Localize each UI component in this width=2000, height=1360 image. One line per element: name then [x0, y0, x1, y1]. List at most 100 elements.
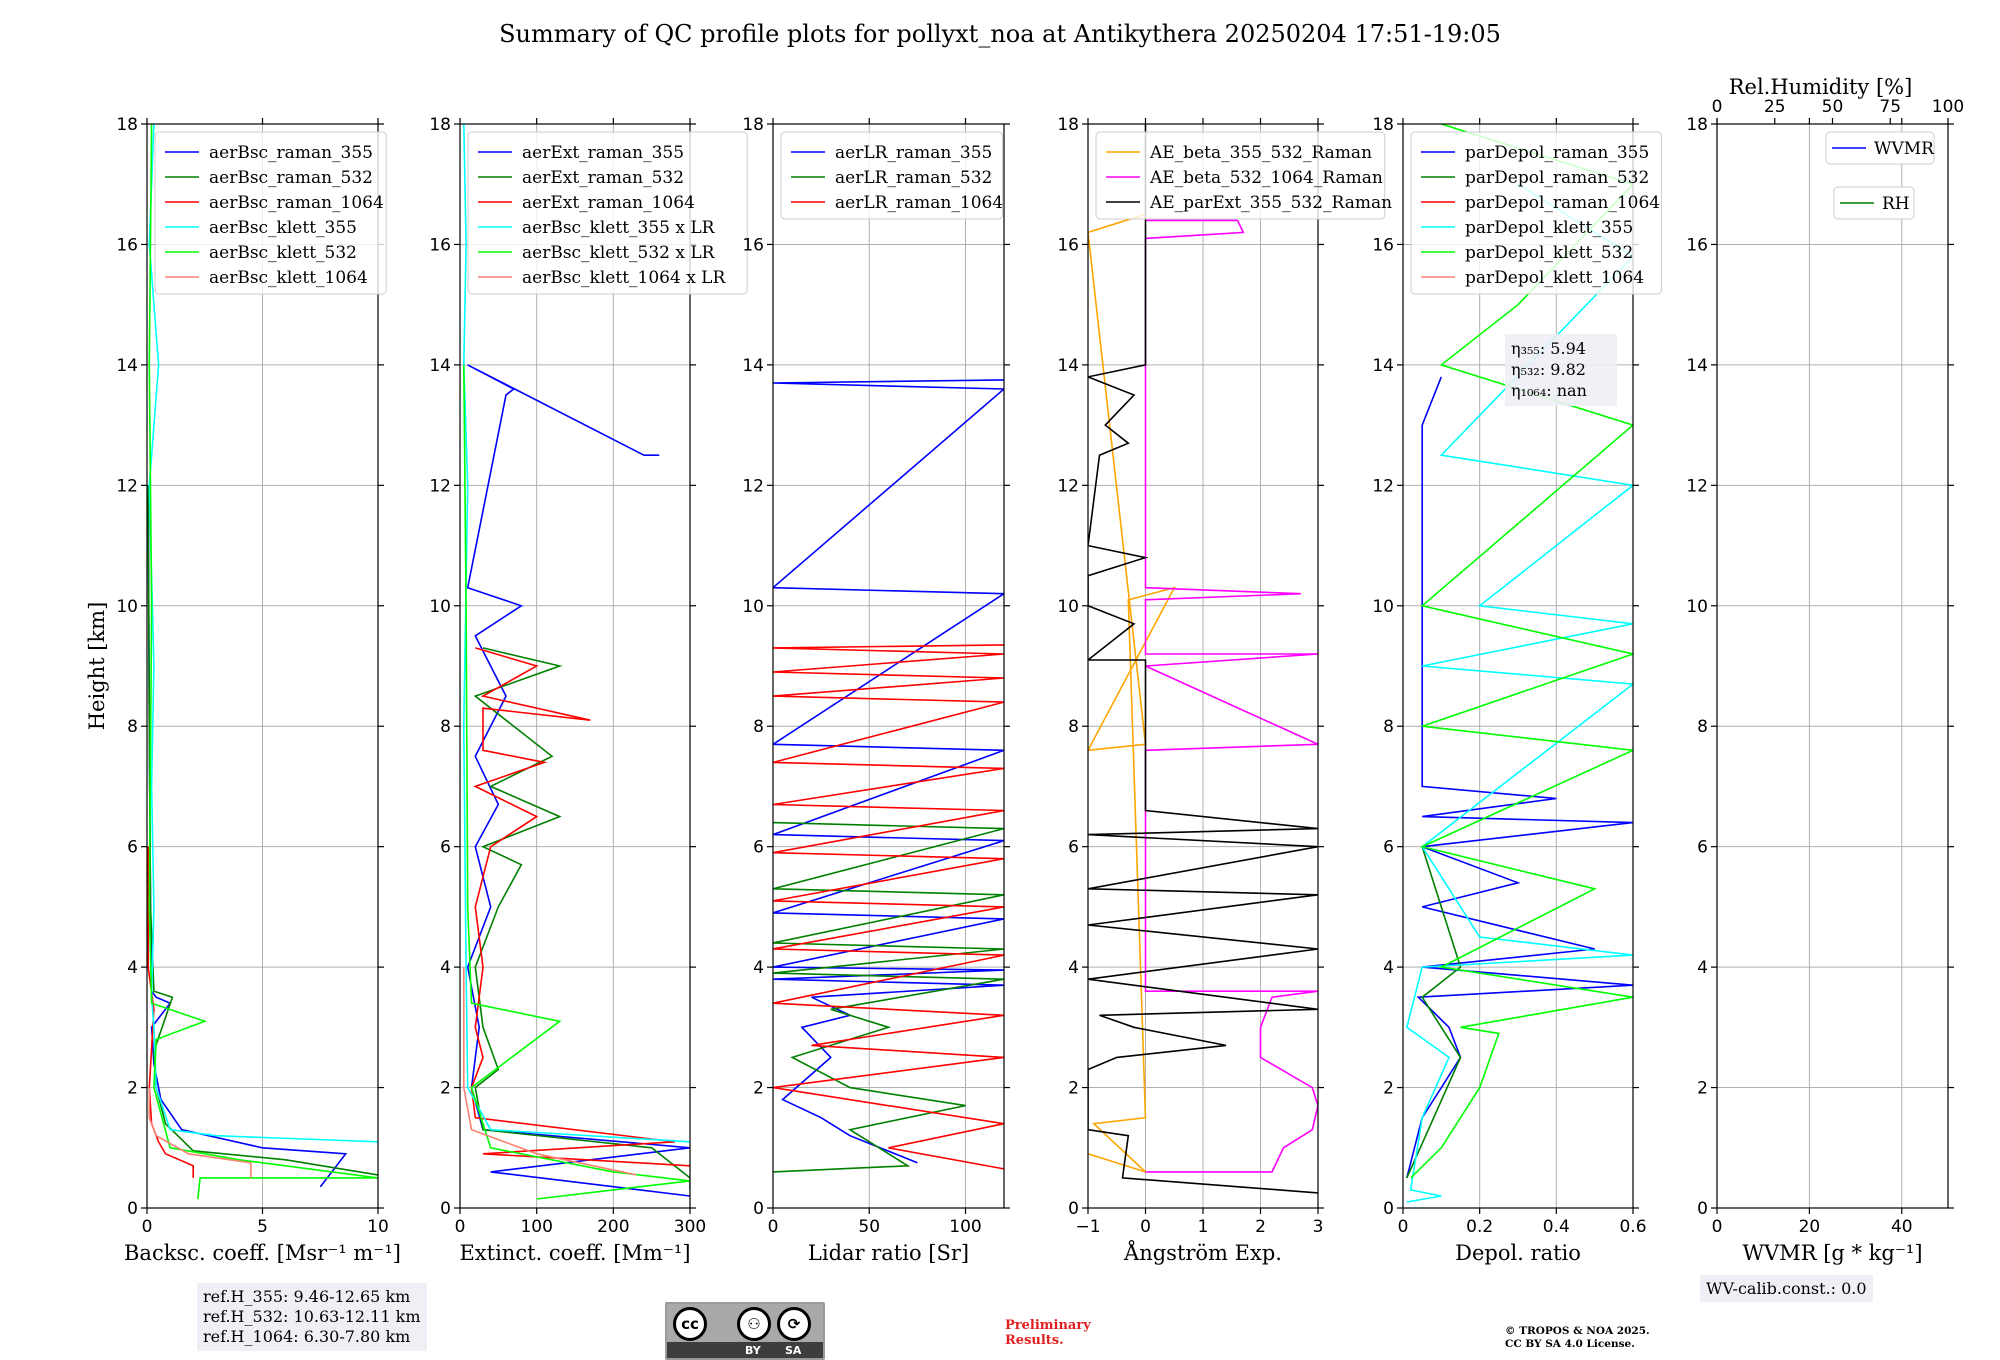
x-tick-label: 0	[1712, 1217, 1723, 1237]
y-tick-label: 14	[1057, 356, 1079, 376]
cc-sa-label: SA	[785, 1344, 802, 1357]
x-axis-label: Extinct. coeff. [Mm⁻¹]	[459, 1241, 690, 1265]
y-tick-label: 2	[753, 1079, 764, 1099]
legend-label: aerBsc_klett_355 x LR	[522, 218, 716, 238]
y-tick-label: 10	[1372, 597, 1394, 617]
legend-label: parDepol_raman_355	[1465, 143, 1649, 163]
series-line-aerBsc_klett_532	[148, 124, 378, 1200]
y-tick-label: 0	[127, 1199, 138, 1219]
series-line-aerExt_raman_532	[473, 647, 690, 1190]
series-line-aerLR_raman_1064	[773, 644, 1004, 1170]
x2-tick-label: 0	[1712, 97, 1723, 117]
y-tick-label: 4	[440, 958, 451, 978]
x-tick-label: 300	[674, 1217, 706, 1237]
legend-box	[1095, 131, 1386, 220]
series-line-parDepol_klett_355	[1405, 183, 1633, 1203]
preliminary-line-1: Preliminary	[1005, 1318, 1091, 1333]
legend-RH: RH	[1833, 186, 1915, 220]
annotation-bg	[1505, 334, 1617, 406]
series-line-aerBsc_raman_355	[147, 485, 348, 1188]
y-tick-label: 18	[1686, 115, 1708, 135]
y-tick-label: 16	[1686, 235, 1708, 255]
y-tick-label: 10	[1686, 597, 1708, 617]
legend-label: parDepol_klett_1064	[1465, 268, 1644, 288]
y-tick-label: 10	[742, 597, 764, 617]
y-tick-label: 12	[429, 476, 451, 496]
y-tick-label: 2	[440, 1079, 451, 1099]
y-tick-label: 2	[127, 1079, 138, 1099]
legend-box	[467, 131, 748, 295]
x-tick-label: 40	[1891, 1217, 1913, 1237]
y-tick-label: 4	[127, 958, 138, 978]
x2-tick-label: 50	[1822, 97, 1844, 117]
y-tick-label: 8	[127, 717, 138, 737]
chart-panel-2: 0 100 200 300 0 2 4 6 8 10 12 14 16 18 Extinct. coeff.…	[429, 115, 748, 1265]
y-tick-label: 14	[116, 356, 138, 376]
legend: aerBsc_raman_355 aerBsc_raman_532 aerBsc_r…	[154, 131, 387, 295]
y-tick-label: 12	[1372, 476, 1394, 496]
legend-box	[1410, 131, 1662, 295]
legend-label: parDepol_klett_532	[1465, 243, 1633, 263]
x-tick-label: 100	[520, 1217, 552, 1237]
x-tick-label: 0	[1140, 1217, 1151, 1237]
y-tick-label: 4	[1383, 958, 1394, 978]
copyright-line-2: CC BY SA 4.0 License.	[1505, 1338, 1635, 1350]
y-tick-label: 6	[1068, 838, 1079, 858]
y-tick-label: 14	[1372, 356, 1394, 376]
chart-panel-6: 0 20 40 0 2 4 6 8 10 12 14 16 18 WVMR [g * kg⁻¹] 0 25 50…	[1686, 75, 1964, 1265]
series-line-aerLR_raman_355	[773, 379, 1004, 1164]
legend-label: parDepol_raman_532	[1465, 168, 1649, 188]
y-tick-label: 18	[1057, 115, 1079, 135]
series-line-aerBsc_klett_1064 x LR	[462, 967, 637, 1176]
legend-label: aerBsc_klett_1064	[209, 268, 368, 288]
x-tick-label: 2	[1255, 1217, 1266, 1237]
copyright-line-1: © TROPOS & NOA 2025.	[1505, 1325, 1650, 1337]
chart-panel-3: 0 50 100 0 2 4 6 8 10 12 14 16 18 Lidar ratio [Sr] aer…	[742, 115, 1010, 1265]
legend-label: AE_beta_355_532_Raman	[1149, 143, 1372, 163]
legend-label: aerBsc_raman_532	[209, 168, 373, 188]
y-tick-label: 10	[1057, 597, 1079, 617]
y-tick-label: 16	[116, 235, 138, 255]
y-tick-label: 8	[440, 717, 451, 737]
legend-label: aerExt_raman_355	[522, 143, 684, 163]
y-tick-label: 16	[742, 235, 764, 255]
y-tick-label: 8	[1697, 717, 1708, 737]
x-tick-label: 0.6	[1619, 1217, 1646, 1237]
y-tick-label: 10	[116, 597, 138, 617]
eta-annotation-box: η₃₅₅: 5.94 η₅₃₂: 9.82 η₁₀₆₄: nan	[1505, 334, 1617, 406]
y-tick-label: 14	[742, 356, 764, 376]
y-tick-label: 14	[1686, 356, 1708, 376]
y-tick-label: 16	[1057, 235, 1079, 255]
y-tick-label: 0	[753, 1199, 764, 1219]
legend-label: aerLR_raman_1064	[835, 193, 1003, 213]
legend-label: aerExt_raman_1064	[522, 193, 695, 213]
annotation-text: η₅₃₂: 9.82	[1511, 360, 1586, 379]
y-tick-label: 6	[127, 838, 138, 858]
x2-tick-label: 75	[1879, 97, 1901, 117]
legend-label: aerBsc_klett_1064 x LR	[522, 268, 726, 288]
legend-label: aerBsc_raman_1064	[209, 193, 384, 213]
axes-frame	[772, 123, 1005, 1209]
legend-label: aerBsc_klett_532 x LR	[522, 243, 716, 263]
x-tick-label: 0.4	[1543, 1217, 1570, 1237]
y-axis-label: Height [km]	[85, 602, 109, 731]
preliminary-results-note: Preliminary Results.	[1005, 1318, 1091, 1348]
y-tick-label: 12	[742, 476, 764, 496]
y-tick-label: 2	[1697, 1079, 1708, 1099]
share-alike-icon: ⟳	[777, 1307, 811, 1341]
series-line-aerLR_raman_532	[773, 821, 1004, 1173]
y-tick-label: 18	[742, 115, 764, 135]
cc-by-label: BY	[745, 1344, 761, 1357]
legend-label: aerLR_raman_532	[835, 168, 992, 188]
y-tick-label: 10	[429, 597, 451, 617]
reference-height-box: ref.H_355: 9.46-12.65 km ref.H_532: 10.6…	[197, 1283, 427, 1351]
copyright-note: © TROPOS & NOA 2025. CC BY SA 4.0 Licens…	[1505, 1325, 1650, 1351]
legend: parDepol_raman_355 parDepol_raman_532 parD…	[1410, 131, 1662, 295]
y-tick-label: 12	[1686, 476, 1708, 496]
series-line-aerExt_raman_1064	[470, 647, 690, 1167]
x-tick-label: 5	[257, 1217, 268, 1237]
x-axis-label: WVMR [g * kg⁻¹]	[1742, 1241, 1922, 1265]
legend-label: parDepol_raman_1064	[1465, 193, 1660, 213]
